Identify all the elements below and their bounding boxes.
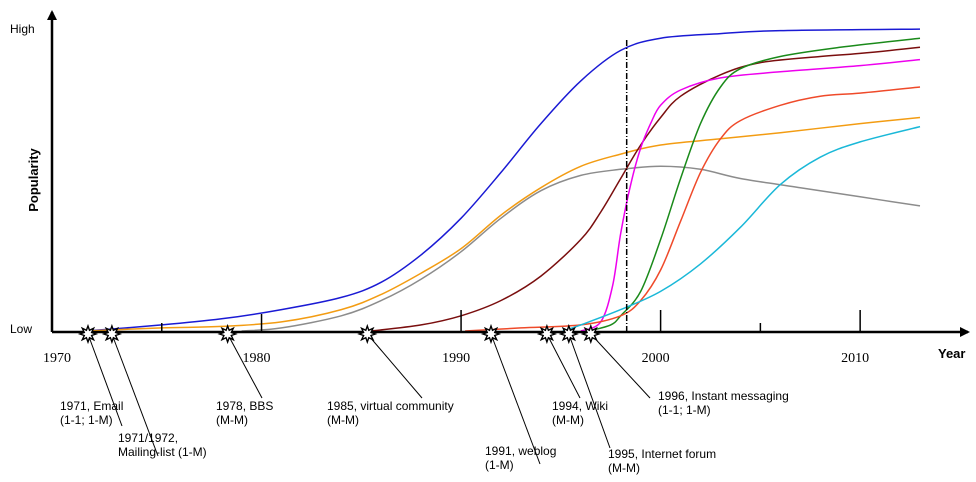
event-leader-line: [590, 333, 651, 399]
series-line-5: [580, 58, 921, 332]
event-label-detail: (M-M): [608, 461, 640, 475]
event-leader-line: [87, 333, 123, 427]
event-star-icon: [558, 323, 579, 345]
x-tick-label: 2010: [841, 351, 869, 366]
event-star-icon: [536, 323, 558, 345]
event-leader-line: [546, 333, 581, 399]
y-axis-label: Popularity: [26, 147, 41, 211]
event-leader-line: [227, 333, 263, 399]
x-tick-label: 1990: [442, 351, 470, 366]
event-label-detail: Mailing-list (1-M): [118, 445, 207, 459]
event-label: 1978, BBS: [216, 399, 273, 413]
y-tick-high: High: [10, 22, 35, 36]
event-label-detail: (M-M): [552, 413, 584, 427]
event-label: 1985, virtual community: [327, 399, 454, 413]
tick-layer: 1970 1980 1990 2000 2010: [43, 310, 869, 366]
event-leader-line: [111, 333, 159, 457]
series-line-8: [562, 125, 921, 332]
y-tick-low: Low: [10, 322, 32, 336]
event-label: 1996, Instant messaging: [658, 389, 789, 403]
event-label-detail: (M-M): [327, 413, 359, 427]
x-axis-label: Year: [938, 346, 965, 361]
event-label-detail: (1-1; 1-M): [60, 413, 113, 427]
series-line-7: [465, 86, 921, 332]
event-star-icon: [480, 323, 502, 345]
event-leader-line: [490, 333, 541, 465]
x-tick-label: 1970: [43, 351, 71, 366]
series-layer: [85, 28, 921, 332]
event-star-icon: [357, 323, 378, 345]
event-leader-line: [366, 333, 423, 399]
series-line-4: [371, 46, 921, 332]
series-line-3: [241, 165, 921, 332]
series-line-2: [85, 116, 921, 332]
event-label-detail: (1-1; 1-M): [658, 403, 711, 417]
event-star-icon: [77, 323, 99, 345]
event-label: 1971/1972,: [118, 431, 178, 445]
event-layer: 1971, Email(1-1; 1-M)1971/1972,Mailing-l…: [60, 323, 789, 475]
series-line-1: [85, 28, 921, 332]
event-label: 1995, Internet forum: [608, 447, 716, 461]
event-label-detail: (1-M): [485, 458, 514, 472]
event-label: 1991, weblog: [485, 444, 556, 458]
event-leader-line: [568, 333, 611, 449]
x-tick-label: 1980: [243, 351, 271, 366]
x-tick-label: 2000: [642, 351, 670, 366]
event-label: 1971, Email: [60, 399, 123, 413]
event-star-icon: [101, 323, 123, 345]
event-star-icon: [217, 323, 238, 345]
event-label-detail: (M-M): [216, 413, 248, 427]
series-line-6: [588, 37, 921, 332]
event-label: 1994, Wiki: [552, 399, 608, 413]
event-star-icon: [580, 323, 601, 345]
